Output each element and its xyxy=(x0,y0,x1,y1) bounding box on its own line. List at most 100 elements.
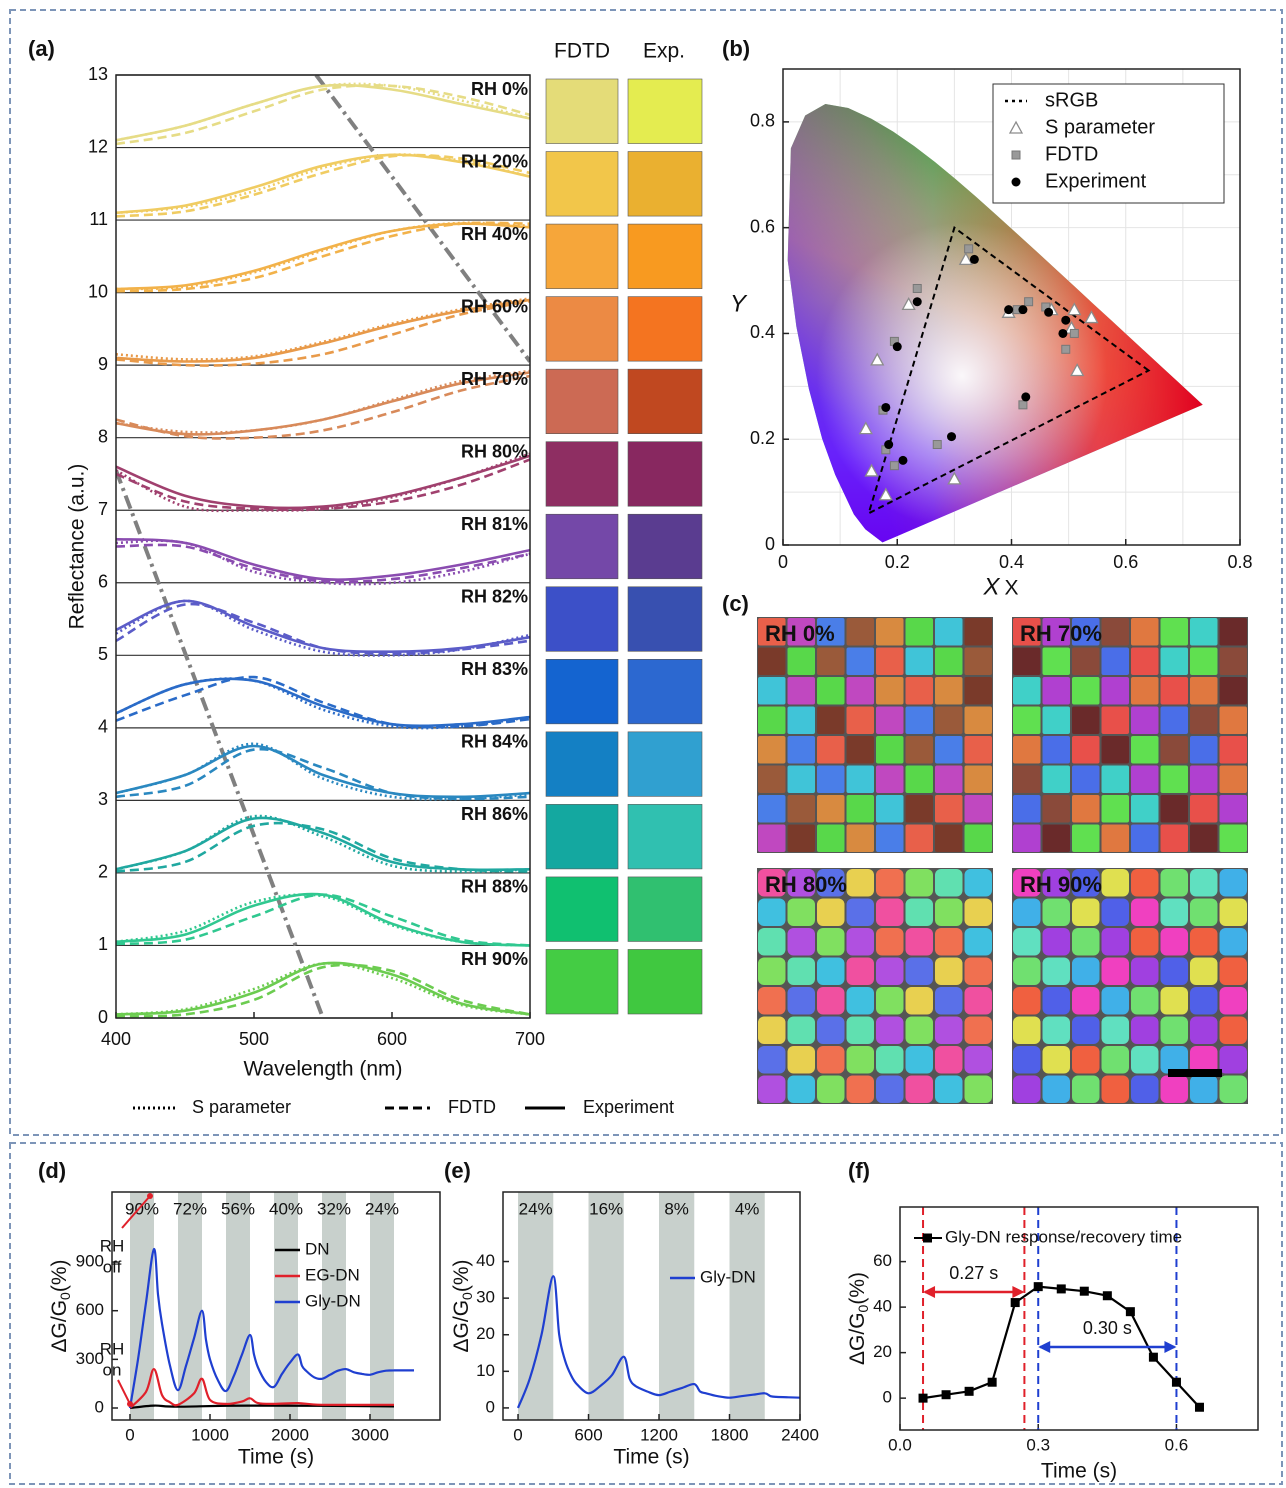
rh-band xyxy=(729,1192,765,1420)
swatch-header: Exp. xyxy=(643,40,685,63)
circle-point xyxy=(1004,305,1014,315)
tile xyxy=(817,928,845,956)
panel-label: (b) xyxy=(722,36,750,61)
data-point xyxy=(1171,1377,1181,1387)
tile xyxy=(935,898,963,926)
x-tick-label: 600 xyxy=(377,1029,407,1049)
tile xyxy=(964,1016,992,1044)
tile xyxy=(1013,928,1041,956)
x-axis-label: Time (s) xyxy=(1041,1460,1117,1483)
tile xyxy=(964,898,992,926)
y-axis-label-part: (%) xyxy=(450,1260,473,1293)
tile xyxy=(1160,928,1188,956)
y-tick-label: 6 xyxy=(98,572,108,592)
tile xyxy=(876,957,904,985)
tile xyxy=(846,898,874,926)
fdtd-swatch xyxy=(545,804,619,870)
data-point xyxy=(1125,1307,1135,1317)
tile xyxy=(758,1046,786,1074)
tile xyxy=(817,957,845,985)
band-label: 56% xyxy=(221,1199,255,1218)
fdtd-swatch xyxy=(545,876,619,942)
fdtd-swatch xyxy=(545,223,619,289)
band-label: 16% xyxy=(589,1199,623,1218)
legend-swatch xyxy=(1011,150,1021,160)
guide-line xyxy=(314,75,530,363)
tile xyxy=(876,765,904,793)
triangle-point xyxy=(864,463,879,477)
data-point xyxy=(987,1377,997,1387)
rh-label: RH 60% xyxy=(461,296,528,316)
tile xyxy=(1101,898,1129,926)
x-tick-label: 1000 xyxy=(191,1425,229,1444)
fdtd-swatch xyxy=(545,368,619,434)
spectrum-line xyxy=(116,153,530,218)
image-label: RH 70% xyxy=(1020,621,1102,646)
tile xyxy=(964,824,992,852)
tile xyxy=(1131,898,1159,926)
triangle-point xyxy=(870,352,885,366)
tile xyxy=(846,765,874,793)
panel-label: (e) xyxy=(444,1158,471,1183)
x-tick-label: 2000 xyxy=(271,1425,309,1444)
tile xyxy=(846,957,874,985)
tile xyxy=(846,869,874,897)
tile xyxy=(846,1075,874,1103)
tile xyxy=(1013,1046,1041,1074)
tile xyxy=(876,795,904,823)
tile xyxy=(1219,765,1247,793)
y-tick-label: 0 xyxy=(95,1397,104,1416)
spectrum-line xyxy=(116,893,530,947)
micrograph xyxy=(1012,617,1248,853)
tile xyxy=(964,1075,992,1103)
tile xyxy=(1190,869,1218,897)
tile xyxy=(1190,647,1218,675)
tile xyxy=(1160,677,1188,705)
y-tick-label: 2 xyxy=(98,862,108,882)
legend-label: S parameter xyxy=(1045,116,1155,138)
rh-label: RH 84% xyxy=(461,732,528,752)
tile xyxy=(1042,795,1070,823)
x-tick-label: 1200 xyxy=(640,1425,678,1444)
triangle-point xyxy=(1084,310,1099,324)
tile xyxy=(905,824,933,852)
x-tick-label: 0.4 xyxy=(999,552,1024,572)
y-tick-label: 13 xyxy=(88,64,108,84)
y-axis-label-part: 0 xyxy=(57,1292,73,1300)
tile xyxy=(846,824,874,852)
spectrum-line xyxy=(116,297,530,361)
circle-point xyxy=(1044,307,1054,317)
fdtd-swatch xyxy=(545,731,619,797)
exp-swatch xyxy=(627,151,703,217)
y-tick-label: 0 xyxy=(883,1388,892,1407)
tile xyxy=(1131,795,1159,823)
tile xyxy=(817,618,845,646)
spectrum-line xyxy=(116,675,530,729)
y-axis-label-part: ΔG/G xyxy=(450,1300,473,1353)
tile xyxy=(846,677,874,705)
tile xyxy=(758,1016,786,1044)
annotation: RH xyxy=(100,1236,125,1255)
tile xyxy=(964,618,992,646)
tile xyxy=(846,736,874,764)
circle-point xyxy=(892,342,902,352)
tile xyxy=(876,647,904,675)
tile xyxy=(1072,987,1100,1015)
data-point xyxy=(964,1386,974,1396)
spectrum-line xyxy=(116,816,530,872)
y-axis-label-part: ΔG/G xyxy=(846,1312,869,1365)
band-label: 24% xyxy=(365,1199,399,1218)
tile xyxy=(935,1016,963,1044)
tile xyxy=(1013,736,1041,764)
arrow-head xyxy=(1164,1341,1177,1353)
tile xyxy=(846,928,874,956)
spectrum-line xyxy=(116,961,530,1016)
tile xyxy=(905,618,933,646)
x-tick-label: 700 xyxy=(515,1029,545,1049)
rh-band xyxy=(518,1192,554,1420)
tile xyxy=(1190,957,1218,985)
tile xyxy=(905,647,933,675)
band-label: 8% xyxy=(664,1199,689,1218)
tile xyxy=(1072,1016,1100,1044)
y-tick-label: 0.4 xyxy=(750,322,775,342)
